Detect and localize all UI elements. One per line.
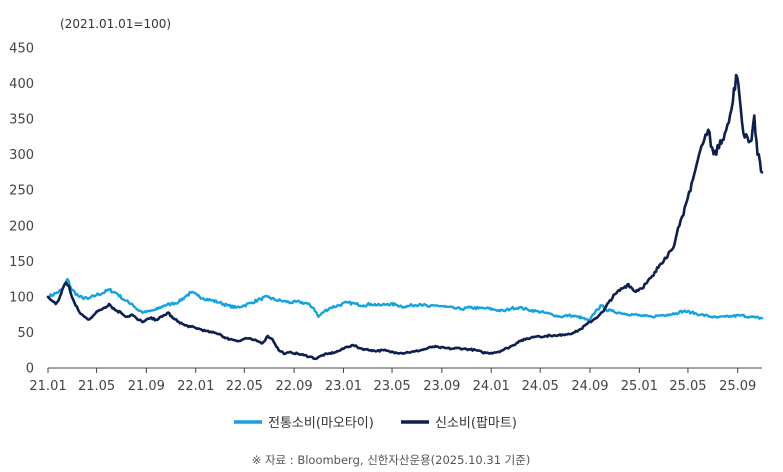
- series-line-2: [46, 73, 764, 361]
- legend: 전통소비(마오타이) 신소비(팝마트): [234, 416, 517, 431]
- x-tick-label: 23.09: [423, 379, 460, 394]
- x-tick-label: 21.01: [29, 379, 66, 394]
- x-tick-label: 23.05: [373, 379, 410, 394]
- x-tick-label: 25.09: [719, 379, 756, 394]
- y-tick-label: 450: [9, 42, 34, 57]
- y-tick-label: 350: [9, 113, 34, 128]
- y-tick-label: 400: [9, 77, 34, 92]
- legend-label-2: 신소비(팝마트): [435, 416, 517, 431]
- x-tick-label: 23.01: [325, 379, 362, 394]
- x-tick-label: 25.01: [621, 379, 658, 394]
- y-tick-label: 300: [9, 148, 34, 163]
- y-tick-label: 0: [26, 362, 34, 377]
- x-tick-label: 21.09: [128, 379, 165, 394]
- y-tick-label: 150: [9, 255, 34, 270]
- x-tick-label: 22.01: [177, 379, 214, 394]
- y-tick-label: 250: [9, 184, 34, 199]
- x-tick-label: 21.05: [78, 379, 115, 394]
- x-tick-label: 24.01: [473, 379, 510, 394]
- series-line-1: [46, 277, 764, 323]
- x-tick-label: 22.09: [275, 379, 312, 394]
- plot-area: [46, 73, 764, 361]
- x-axis: 21.01 21.05 21.09 22.01 22.05 22.09 23.01 23.05…: [29, 368, 756, 394]
- x-tick-label: 24.05: [522, 379, 559, 394]
- source-note: ※ 자료 : Bloomberg, 신한자산운용(2025.10.31 기준): [252, 453, 531, 467]
- x-tick-label: 25.05: [669, 379, 706, 394]
- y-tick-label: 50: [17, 326, 34, 341]
- y-tick-label: 200: [9, 219, 34, 234]
- y-tick-label: 100: [9, 290, 34, 305]
- unit-note: (2021.01.01=100): [60, 17, 171, 31]
- y-axis: 0 50 100 150 200 250 300 350 400 450: [9, 42, 34, 377]
- legend-label-1: 전통소비(마오타이): [268, 416, 374, 431]
- x-tick-label: 22.05: [226, 379, 263, 394]
- x-tick-label: 24.09: [571, 379, 608, 394]
